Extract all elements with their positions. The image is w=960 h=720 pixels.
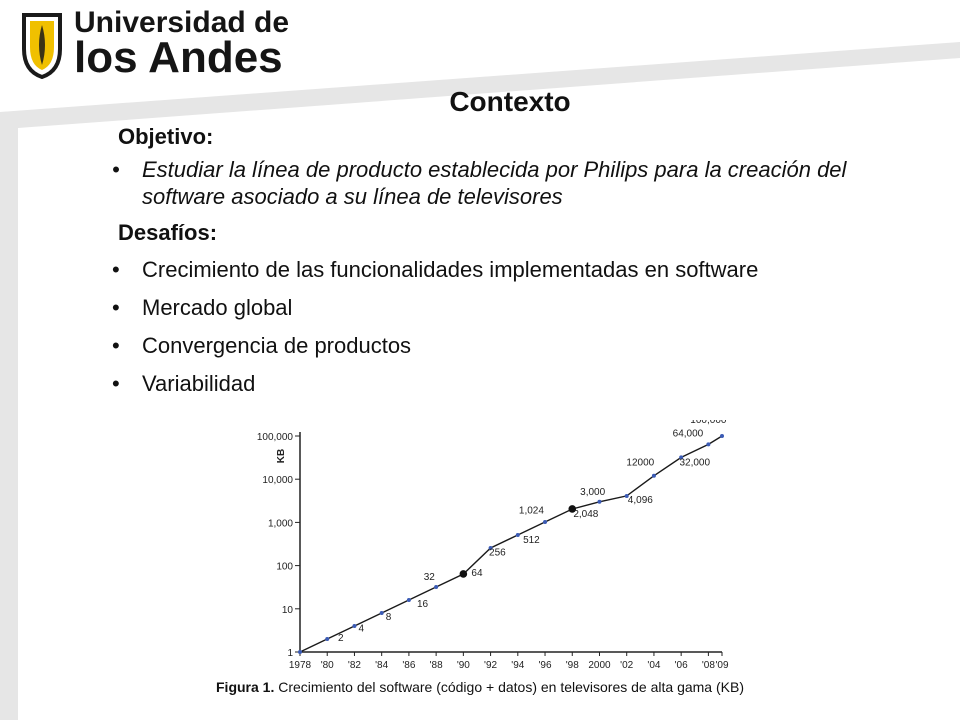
logo-line1: Universidad de: [74, 6, 290, 39]
objective-heading: Objetivo:: [118, 124, 214, 149]
series-line: [299, 435, 723, 653]
figure-caption: Figura 1. Crecimiento del software (códi…: [0, 679, 960, 695]
x-tick-label: '08: [702, 660, 715, 671]
x-tick-label: '09: [715, 660, 728, 671]
x-tick-label: '92: [484, 660, 497, 671]
objective-bullet-text: Estudiar la línea de producto establecid…: [142, 157, 847, 209]
data-label: 64: [471, 568, 483, 579]
logo-line2: los Andes: [74, 33, 283, 82]
highlight-point: [568, 505, 577, 513]
x-tick-label: '04: [647, 660, 660, 671]
x-tick-label: '96: [539, 660, 552, 671]
x-tick-label: '02: [620, 660, 633, 671]
data-point: [720, 434, 724, 438]
background-panel: [18, 58, 960, 720]
slide-content: Objetivo: • Estudiar la línea de product…: [112, 124, 918, 408]
x-tick-label: '84: [375, 660, 388, 671]
challenge-bullet: • Variabilidad: [112, 370, 918, 397]
x-tick-label: '86: [402, 660, 415, 671]
challenge-bullet: • Convergencia de productos: [112, 332, 918, 359]
data-label: 12000: [626, 457, 654, 468]
challenge-bullet: • Crecimiento de las funcionalidades imp…: [112, 256, 918, 283]
y-tick-label: 100,000: [257, 432, 294, 443]
challenge-bullet-text: Variabilidad: [142, 371, 256, 396]
x-tick-label: 1978: [289, 660, 312, 671]
data-point: [325, 636, 330, 641]
university-logo: Universidad de los Andes: [18, 8, 289, 80]
challenge-bullet-text: Crecimiento de las funcionalidades imple…: [142, 257, 759, 282]
x-tick-label: '90: [457, 660, 470, 671]
data-point: [379, 610, 384, 615]
data-point: [706, 442, 711, 447]
data-point: [298, 650, 302, 654]
data-label: 2,048: [573, 509, 598, 520]
caption-label: Figura 1.: [216, 679, 275, 695]
data-point: [624, 493, 629, 498]
x-tick-label: '98: [566, 660, 579, 671]
bullet-dot: •: [112, 295, 120, 320]
objective-bullet: • Estudiar la línea de producto establec…: [112, 156, 918, 210]
highlight-point: [459, 570, 468, 578]
y-tick-label: 10,000: [262, 475, 293, 486]
challenges-heading: Desafíos:: [118, 220, 218, 245]
x-tick-label: '82: [348, 660, 361, 671]
data-point: [434, 584, 439, 589]
data-label: 32: [424, 572, 436, 583]
shield-logo-icon: [22, 13, 62, 79]
caption-text: Crecimiento del software (código + datos…: [274, 679, 744, 695]
data-label: 1,024: [519, 506, 544, 517]
x-tick-label: '94: [511, 660, 524, 671]
bullet-dot: •: [112, 333, 120, 358]
data-label: 32,000: [679, 457, 710, 468]
data-label: 100,000: [690, 420, 727, 426]
data-point: [406, 597, 411, 602]
y-tick-label: 100: [276, 562, 293, 573]
data-point: [488, 545, 493, 550]
data-point: [543, 519, 548, 524]
data-point: [515, 532, 520, 537]
y-tick-label: 1: [287, 648, 293, 659]
challenge-bullet-text: Convergencia de productos: [142, 333, 412, 358]
data-label: 512: [523, 535, 540, 546]
slide-title: Contexto: [449, 86, 571, 117]
data-point: [651, 473, 656, 478]
data-label: 4,096: [628, 495, 653, 506]
data-point: [597, 499, 602, 504]
y-axis-title: KB: [276, 449, 287, 463]
bullet-dot: •: [112, 157, 120, 182]
challenge-bullet: • Mercado global: [112, 294, 918, 321]
x-tick-label: 2000: [588, 660, 611, 671]
challenge-bullet-text: Mercado global: [142, 295, 293, 320]
data-label: 4: [358, 623, 364, 634]
software-growth-chart: 1 10 100 1,000 10,000 100,000 1978 '80 '82 '84 '86…: [257, 420, 729, 671]
x-tick-label: '88: [430, 660, 443, 671]
bullet-dot: •: [112, 257, 120, 282]
data-label: 16: [417, 599, 429, 610]
x-tick-label: '06: [675, 660, 688, 671]
y-tick-label: 10: [282, 605, 294, 616]
data-point: [679, 455, 684, 460]
data-point: [352, 623, 357, 628]
data-label: 64,000: [673, 428, 704, 439]
data-label: 2: [338, 633, 344, 644]
y-tick-label: 1,000: [268, 518, 293, 529]
x-tick-label: '80: [321, 660, 334, 671]
data-label: 3,000: [580, 487, 605, 498]
data-label: 256: [489, 548, 506, 559]
data-label: 8: [386, 612, 392, 623]
bullet-dot: •: [112, 371, 120, 396]
